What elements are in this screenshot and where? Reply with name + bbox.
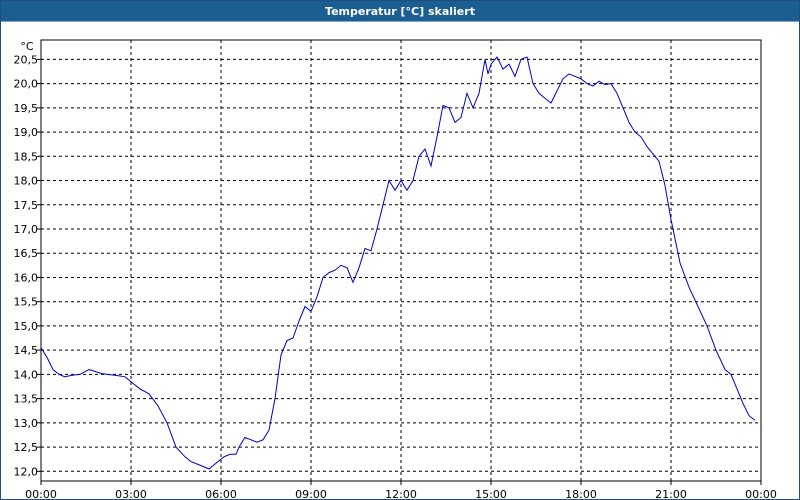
x-tick-time-label: 09:00 bbox=[295, 488, 327, 500]
y-axis-label: °C bbox=[20, 40, 34, 53]
x-tick-time-label: 12:00 bbox=[385, 488, 417, 500]
y-tick-label: 17,5 bbox=[14, 199, 39, 212]
y-tick-label: 15,0 bbox=[14, 320, 39, 333]
x-tick-time-label: 03:00 bbox=[115, 488, 147, 500]
y-tick-label: 19,0 bbox=[14, 126, 39, 139]
y-tick-label: 17,0 bbox=[14, 223, 39, 236]
y-tick-label: 15,5 bbox=[14, 296, 39, 309]
x-tick-time-label: 00:00 bbox=[745, 488, 777, 500]
x-tick-time-label: 18:00 bbox=[565, 488, 597, 500]
x-axis-ticks: 00:0025.06.1403:0025.06.1406:0025.06.140… bbox=[25, 481, 777, 500]
y-axis-ticks: 12,0 12,5 13,0 13,5 14,0 14,5 15,0 15,5 16,0 16,5… bbox=[14, 53, 41, 478]
y-tick-label: 18,5 bbox=[14, 150, 39, 163]
y-tick-label: 12,0 bbox=[14, 465, 39, 478]
temperature-series-line bbox=[40, 56, 756, 470]
y-tick-label: 16,0 bbox=[14, 271, 39, 284]
y-tick-label: 14,5 bbox=[14, 344, 39, 357]
grid-lines bbox=[41, 40, 761, 481]
x-tick-time-label: 15:00 bbox=[475, 488, 507, 500]
y-tick-label: 20,5 bbox=[14, 53, 39, 66]
y-tick-label: 13,5 bbox=[14, 393, 39, 406]
y-tick-label: 14,0 bbox=[14, 368, 39, 381]
chart-title: Temperatur [°C] skaliert bbox=[1, 1, 799, 22]
y-tick-label: 13,0 bbox=[14, 417, 39, 430]
x-tick-time-label: 06:00 bbox=[205, 488, 237, 500]
y-tick-label: 19,5 bbox=[14, 102, 39, 115]
y-tick-label: 20,0 bbox=[14, 78, 39, 91]
line-chart: 12,0 12,5 13,0 13,5 14,0 14,5 15,0 15,5 16,0 16,5… bbox=[14, 39, 777, 500]
x-tick-time-label: 21:00 bbox=[655, 488, 687, 500]
y-tick-label: 18,0 bbox=[14, 175, 39, 188]
y-tick-label: 12,5 bbox=[14, 441, 39, 454]
series-layer bbox=[40, 56, 756, 470]
y-tick-label: 16,5 bbox=[14, 247, 39, 260]
x-tick-time-label: 00:00 bbox=[25, 488, 57, 500]
